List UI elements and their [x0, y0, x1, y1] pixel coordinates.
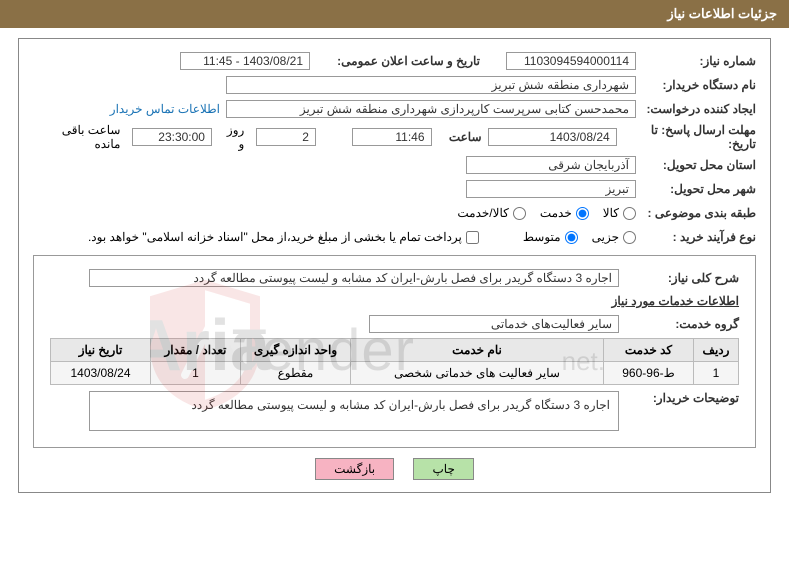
th-code: کد خدمت — [604, 339, 694, 362]
radio-motavaset-text: متوسط — [523, 230, 561, 244]
th-unit: واحد اندازه گیری — [241, 339, 351, 362]
remain-suffix: ساعت باقی مانده — [33, 123, 120, 151]
th-qty: تعداد / مقدار — [151, 339, 241, 362]
radio-kala-khadmat-text: کالا/خدمت — [457, 206, 508, 220]
buyer-notes-label: توضیحات خریدار: — [619, 391, 739, 405]
cell-unit: مقطوع — [241, 362, 351, 385]
buyer-notes-value: اجاره 3 دستگاه گریدر برای فصل بارش-ایران… — [89, 391, 619, 431]
page-title: جزئیات اطلاعات نیاز — [667, 6, 777, 21]
cell-code: ط-96-960 — [604, 362, 694, 385]
cell-name: سایر فعالیت های خدماتی شخصی — [351, 362, 604, 385]
service-group-value: سایر فعالیت‌های خدماتی — [369, 315, 619, 333]
buyer-contact-link[interactable]: اطلاعات تماس خریدار — [110, 102, 220, 116]
city-value: تبریز — [466, 180, 636, 198]
days-suffix: روز و — [218, 123, 244, 151]
th-date: تاریخ نیاز — [51, 339, 151, 362]
radio-kala[interactable]: کالا — [603, 206, 636, 220]
details-panel: شماره نیاز: 1103094594000114 تاریخ و ساع… — [18, 38, 771, 493]
requester-value: محمدحسن کتابی سرپرست کارپردازی شهرداری م… — [226, 100, 636, 118]
back-button[interactable]: بازگشت — [315, 458, 394, 480]
announce-label: تاریخ و ساعت اعلان عمومی: — [310, 54, 480, 68]
services-section-title: اطلاعات خدمات مورد نیاز — [50, 294, 739, 308]
page-header: جزئیات اطلاعات نیاز — [0, 0, 789, 28]
announce-value: 1403/08/21 - 11:45 — [180, 52, 310, 70]
radio-motavaset[interactable]: متوسط — [523, 230, 578, 244]
province-label: استان محل تحویل: — [636, 158, 756, 172]
deadline-label: مهلت ارسال پاسخ: تا تاریخ: — [617, 123, 756, 151]
radio-jozi-text: جزیی — [592, 230, 619, 244]
services-table: ردیف کد خدمت نام خدمت واحد اندازه گیری ت… — [50, 338, 739, 385]
city-label: شهر محل تحویل: — [636, 182, 756, 196]
table-row: 1 ط-96-960 سایر فعالیت های خدماتی شخصی م… — [51, 362, 739, 385]
radio-kala-text: کالا — [603, 206, 619, 220]
radio-jozi[interactable]: جزیی — [592, 230, 636, 244]
payment-checkbox-text: پرداخت تمام یا بخشی از مبلغ خرید،از محل … — [88, 230, 462, 244]
deadline-days: 2 — [256, 128, 316, 146]
th-row: ردیف — [694, 339, 739, 362]
deadline-date: 1403/08/24 — [488, 128, 617, 146]
general-desc-value: اجاره 3 دستگاه گریدر برای فصل بارش-ایران… — [89, 269, 619, 287]
th-name: نام خدمت — [351, 339, 604, 362]
cell-rownum: 1 — [694, 362, 739, 385]
need-number-value: 1103094594000114 — [506, 52, 636, 70]
radio-khadmat-text: خدمت — [540, 206, 572, 220]
category-label: طبقه بندی موضوعی : — [636, 206, 756, 220]
service-group-label: گروه خدمت: — [619, 317, 739, 331]
cell-date: 1403/08/24 — [51, 362, 151, 385]
deadline-time: 11:46 — [352, 128, 432, 146]
general-desc-section: شرح کلی نیاز: اجاره 3 دستگاه گریدر برای … — [33, 255, 756, 448]
deadline-hms: 23:30:00 — [132, 128, 212, 146]
radio-kala-khadmat[interactable]: کالا/خدمت — [457, 206, 525, 220]
requester-label: ایجاد کننده درخواست: — [636, 102, 756, 116]
payment-checkbox[interactable]: پرداخت تمام یا بخشی از مبلغ خرید،از محل … — [88, 230, 479, 244]
general-desc-label: شرح کلی نیاز: — [619, 271, 739, 285]
cell-qty: 1 — [151, 362, 241, 385]
deadline-time-label: ساعت — [432, 130, 482, 144]
radio-khadmat[interactable]: خدمت — [540, 206, 589, 220]
buyer-org-label: نام دستگاه خریدار: — [636, 78, 756, 92]
buyer-org-value: شهرداری منطقه شش تبریز — [226, 76, 636, 94]
process-type-label: نوع فرآیند خرید : — [636, 230, 756, 244]
print-button[interactable]: چاپ — [413, 458, 473, 480]
province-value: آذربایجان شرقی — [466, 156, 636, 174]
need-number-label: شماره نیاز: — [636, 54, 756, 68]
